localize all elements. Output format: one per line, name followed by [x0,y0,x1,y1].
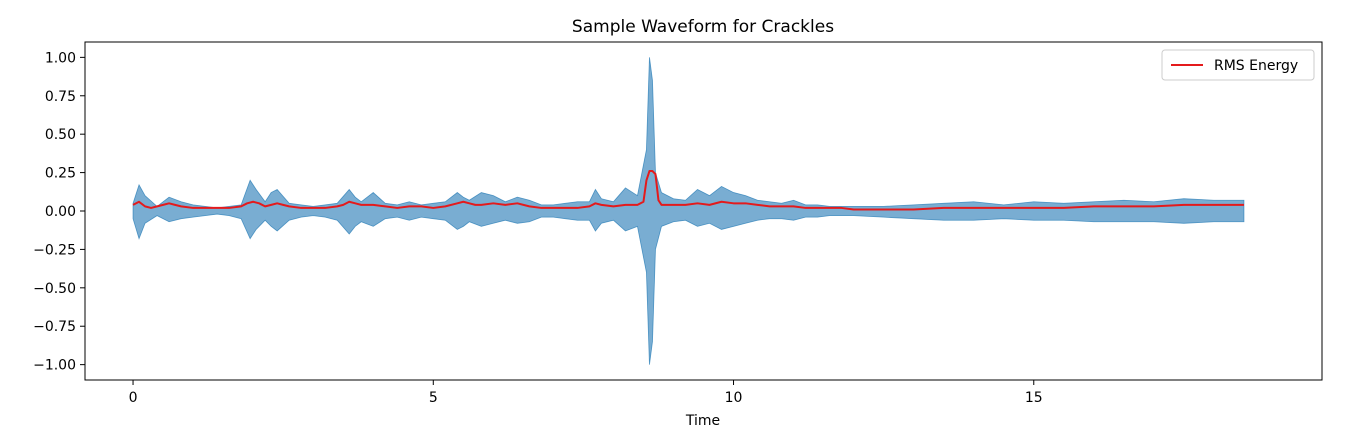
x-tick-label: 15 [1025,390,1043,406]
chart-title: Sample Waveform for Crackles [572,17,834,37]
waveform-series [132,57,1245,365]
legend-label-rms-energy: RMS Energy [1214,58,1298,74]
plot-area [132,57,1245,365]
x-axis-label: Time [685,413,720,429]
x-tick-label: 5 [429,390,438,406]
y-tick-label: 0.25 [45,166,76,182]
x-axis: 0 5 10 15 [129,380,1043,406]
x-tick-label: 10 [725,390,743,406]
legend-box [1161,49,1315,81]
y-tick-label: 1.00 [45,50,76,66]
y-tick-label: −1.00 [33,358,76,374]
y-tick-label: 0.00 [45,204,76,220]
y-axis: 1.00 0.75 0.50 0.25 0.00 −0.25 −0.50 −0.75 −1.00 [33,50,85,374]
y-tick-label: −0.50 [33,281,76,297]
y-tick-label: 0.75 [45,89,76,105]
legend: RMS Energy [1161,49,1315,81]
y-tick-label: −0.25 [33,242,76,258]
y-tick-label: 0.50 [45,127,76,143]
x-tick-label: 0 [129,390,138,406]
rms-energy-line [132,170,1244,211]
y-tick-label: −0.75 [33,319,76,335]
